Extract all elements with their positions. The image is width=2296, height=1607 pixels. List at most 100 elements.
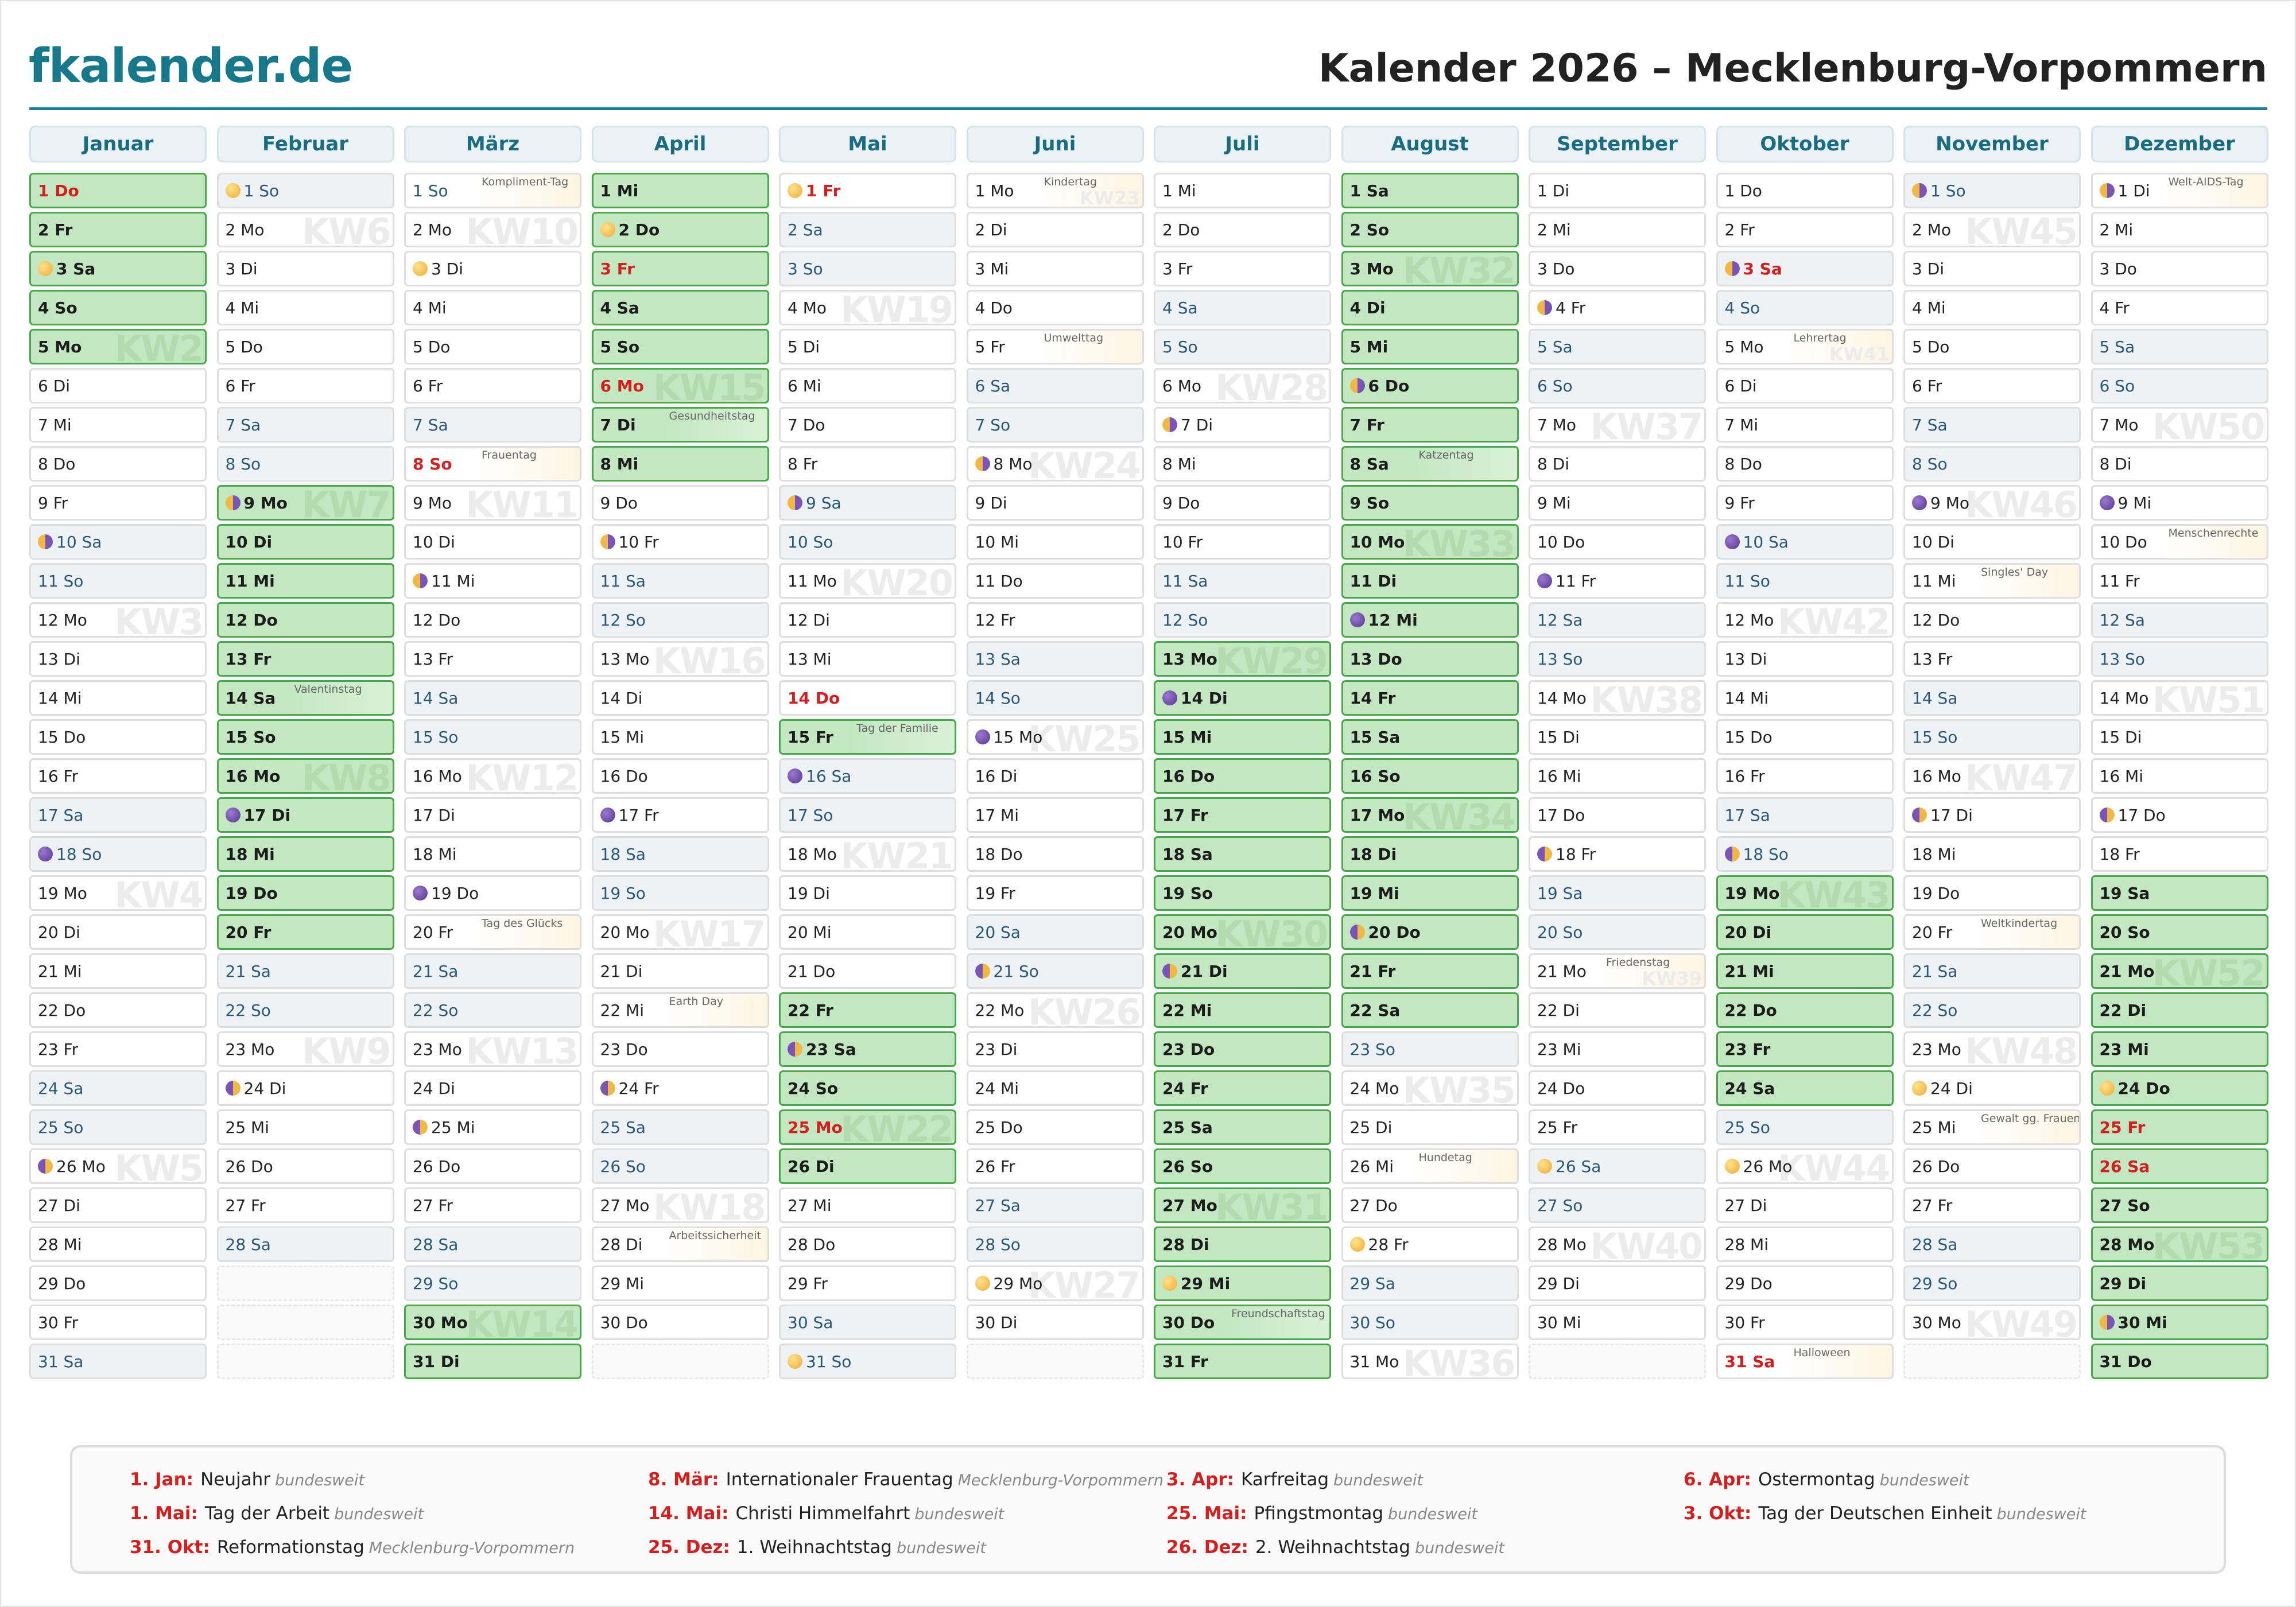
day-cell[interactable]: KW27 29 Mo <box>966 1266 1144 1301</box>
day-cell[interactable]: 4 Sa <box>591 290 769 325</box>
day-cell[interactable]: 13 Fr <box>404 641 581 677</box>
day-cell[interactable]: 15 Do <box>1716 719 1894 755</box>
day-cell[interactable]: 30 Sa <box>779 1305 956 1340</box>
day-cell[interactable]: 11 Mi <box>216 563 394 599</box>
day-cell[interactable]: 28 Sa <box>216 1226 394 1262</box>
day-cell[interactable]: 4 Do <box>966 290 1144 325</box>
day-cell[interactable]: 11 Sa <box>1154 563 1331 599</box>
day-cell[interactable]: KW11 9 Mo <box>404 485 581 521</box>
day-cell[interactable]: 12 Do <box>404 602 581 638</box>
month-header[interactable]: Juli <box>1154 126 1331 162</box>
day-cell[interactable]: 29 Di <box>2091 1266 2268 1301</box>
day-cell[interactable]: KW21 18 Mo <box>779 836 956 872</box>
day-cell[interactable]: 18 Mi <box>404 836 581 872</box>
day-cell[interactable]: 16 Mi <box>1529 758 1706 794</box>
day-cell[interactable]: KW25 15 Mo <box>966 719 1144 755</box>
day-cell[interactable]: 21 Di <box>1154 953 1331 989</box>
day-cell[interactable]: 5 Sa <box>1529 329 1706 364</box>
day-cell[interactable]: KW36 31 Mo <box>1341 1344 1519 1379</box>
day-cell[interactable]: 10 Mi <box>966 524 1144 560</box>
day-cell[interactable]: KW2 5 Mo <box>29 329 207 364</box>
day-cell[interactable]: 9 So <box>1341 485 1519 521</box>
day-cell[interactable]: KW42 12 Mo <box>1716 602 1894 638</box>
day-cell[interactable]: 26 Fr <box>966 1148 1144 1184</box>
day-cell[interactable]: 11 Sa <box>591 563 769 599</box>
day-cell[interactable]: 19 Do <box>404 875 581 911</box>
day-cell[interactable]: 27 Mi <box>779 1187 956 1223</box>
day-cell[interactable]: 25 Fr <box>1529 1109 1706 1145</box>
day-cell[interactable]: 2 Sa <box>779 212 956 247</box>
day-cell[interactable]: 13 So <box>1529 641 1706 677</box>
day-cell[interactable]: 21 Mi <box>29 953 207 989</box>
day-cell[interactable]: 7 Sa <box>216 407 394 442</box>
day-cell[interactable]: 1 Di <box>1529 173 1706 208</box>
day-cell[interactable]: 2 Di <box>966 212 1144 247</box>
day-cell[interactable]: 28 Do <box>779 1226 956 1262</box>
day-cell[interactable]: 7 Mi <box>29 407 207 442</box>
day-cell[interactable]: 29 Do <box>29 1266 207 1301</box>
day-cell[interactable]: 21 So <box>966 953 1144 989</box>
day-cell[interactable]: KW13 23 Mo <box>404 1031 581 1067</box>
day-cell[interactable]: 20 So <box>2091 914 2268 950</box>
day-cell[interactable]: 9 Do <box>1154 485 1331 521</box>
day-cell[interactable]: 10 Fr <box>1154 524 1331 560</box>
day-cell[interactable]: 2 Fr <box>1716 212 1894 247</box>
day-cell[interactable]: 29 Mi <box>591 1266 769 1301</box>
day-cell[interactable]: KW6 2 Mo <box>216 212 394 247</box>
day-cell[interactable]: 2 Do <box>591 212 769 247</box>
day-cell[interactable]: 23 Fr <box>29 1031 207 1067</box>
day-cell[interactable]: 22 Fr <box>779 992 956 1028</box>
day-cell[interactable]: 22 So <box>216 992 394 1028</box>
day-cell[interactable]: 13 Fr <box>1903 641 2081 677</box>
day-cell[interactable]: 25 Di <box>1341 1109 1519 1145</box>
day-cell[interactable]: 7 So <box>966 407 1144 442</box>
day-cell[interactable]: KW43 19 Mo <box>1716 875 1894 911</box>
day-cell[interactable]: 5 Do <box>1903 329 2081 364</box>
day-cell[interactable]: 5 Sa <box>2091 329 2268 364</box>
day-cell[interactable]: 12 So <box>1154 602 1331 638</box>
day-cell[interactable]: KW9 23 Mo <box>216 1031 394 1067</box>
day-cell[interactable]: 8 Sa Katzentag <box>1341 446 1519 482</box>
day-cell[interactable]: 2 Do <box>1154 212 1331 247</box>
day-cell[interactable]: 9 Mi <box>2091 485 2268 521</box>
day-cell[interactable]: 25 So <box>1716 1109 1894 1145</box>
day-cell[interactable]: 9 Mi <box>1529 485 1706 521</box>
day-cell[interactable]: 6 Di <box>1716 368 1894 403</box>
day-cell[interactable]: 14 Sa <box>1903 680 2081 716</box>
day-cell[interactable]: 24 Di <box>1903 1070 2081 1106</box>
day-cell[interactable]: 27 So <box>1529 1187 1706 1223</box>
day-cell[interactable]: 5 So <box>591 329 769 364</box>
day-cell[interactable]: KW47 16 Mo <box>1903 758 2081 794</box>
day-cell[interactable]: KW52 21 Mo <box>2091 953 2268 989</box>
day-cell[interactable]: 24 Sa <box>29 1070 207 1106</box>
day-cell[interactable]: 20 Do <box>1341 914 1519 950</box>
day-cell[interactable]: 1 Mi <box>591 173 769 208</box>
day-cell[interactable]: 8 Fr <box>779 446 956 482</box>
day-cell[interactable]: 4 So <box>1716 290 1894 325</box>
day-cell[interactable]: 1 Sa <box>1341 173 1519 208</box>
day-cell[interactable]: 12 Fr <box>966 602 1144 638</box>
day-cell[interactable]: 11 Fr <box>1529 563 1706 599</box>
day-cell[interactable]: 8 Mi <box>591 446 769 482</box>
day-cell[interactable]: 22 Mi Earth Day <box>591 992 769 1028</box>
day-cell[interactable]: KW35 24 Mo <box>1341 1070 1519 1106</box>
day-cell[interactable]: 10 Di <box>216 524 394 560</box>
month-header[interactable]: Februar <box>216 126 394 162</box>
day-cell[interactable]: 6 Do <box>1341 368 1519 403</box>
day-cell[interactable]: 8 Do <box>1716 446 1894 482</box>
day-cell[interactable]: 4 Mi <box>216 290 394 325</box>
day-cell[interactable]: 18 Mi <box>1903 836 2081 872</box>
day-cell[interactable]: 8 Di <box>2091 446 2268 482</box>
day-cell[interactable]: 12 Do <box>1903 602 2081 638</box>
day-cell[interactable]: KW44 26 Mo <box>1716 1148 1894 1184</box>
day-cell[interactable]: 11 So <box>29 563 207 599</box>
month-header[interactable]: September <box>1529 126 1706 162</box>
day-cell[interactable]: 10 Fr <box>591 524 769 560</box>
day-cell[interactable]: 18 Fr <box>1529 836 1706 872</box>
day-cell[interactable]: 22 Mi <box>1154 992 1331 1028</box>
day-cell[interactable]: 9 Do <box>591 485 769 521</box>
day-cell[interactable]: 15 Di <box>2091 719 2268 755</box>
day-cell[interactable]: 6 Fr <box>216 368 394 403</box>
day-cell[interactable]: 24 So <box>779 1070 956 1106</box>
day-cell[interactable]: 27 Sa <box>966 1187 1144 1223</box>
